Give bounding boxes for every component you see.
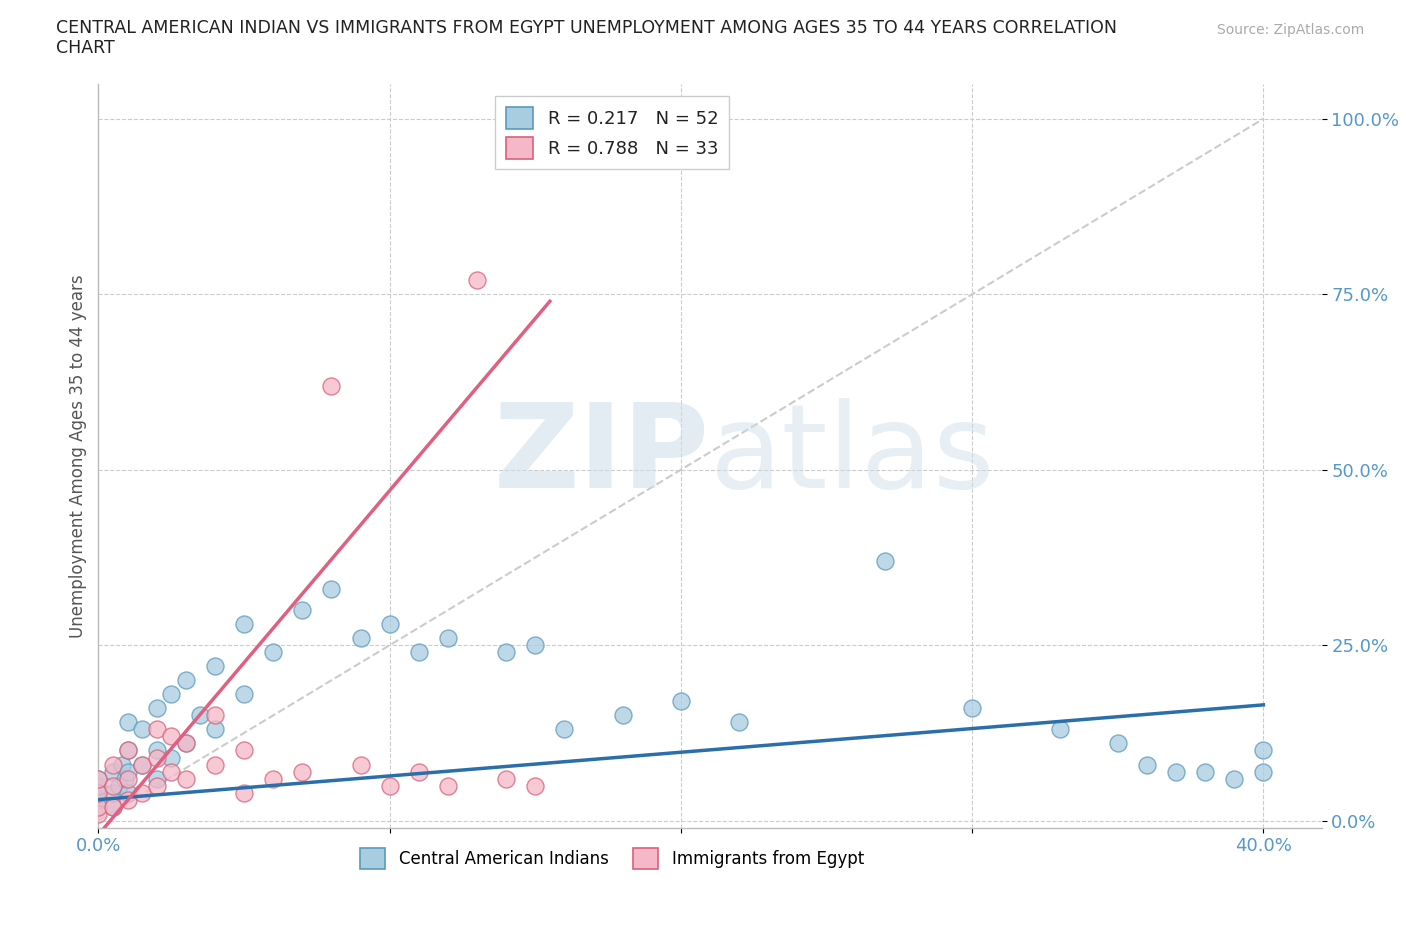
Point [378, 617, 401, 631]
Point [117, 715, 139, 730]
Point [131, 757, 153, 772]
Point [204, 757, 226, 772]
Point [87, 792, 110, 807]
Point [114, 771, 136, 786]
Point [101, 785, 124, 800]
Point [111, 757, 134, 772]
Point [160, 729, 183, 744]
Point [1136, 757, 1159, 772]
Point [524, 638, 547, 653]
Point [1107, 736, 1129, 751]
Point [101, 799, 124, 814]
Point [131, 722, 153, 737]
Point [145, 743, 167, 758]
Point [321, 379, 343, 393]
Point [145, 771, 167, 786]
Text: Source: ZipAtlas.com: Source: ZipAtlas.com [1216, 23, 1364, 37]
Point [145, 751, 167, 765]
Point [204, 708, 226, 723]
Point [233, 617, 256, 631]
Point [378, 778, 401, 793]
Point [117, 743, 139, 758]
Point [117, 792, 139, 807]
Point [174, 771, 197, 786]
Point [524, 778, 547, 793]
Point [233, 687, 256, 702]
Point [291, 764, 314, 779]
Text: atlas: atlas [710, 398, 995, 513]
Point [101, 799, 124, 814]
Point [188, 708, 212, 723]
Point [131, 757, 153, 772]
Point [465, 272, 488, 287]
Point [117, 771, 139, 786]
Point [101, 764, 124, 779]
Point [233, 785, 256, 800]
Point [669, 694, 692, 709]
Point [131, 785, 153, 800]
Point [87, 785, 110, 800]
Point [87, 799, 110, 814]
Text: CHART: CHART [56, 39, 115, 57]
Point [291, 603, 314, 618]
Point [204, 658, 226, 673]
Point [437, 778, 460, 793]
Point [1223, 771, 1246, 786]
Point [553, 722, 575, 737]
Point [612, 708, 634, 723]
Text: CENTRAL AMERICAN INDIAN VS IMMIGRANTS FROM EGYPT UNEMPLOYMENT AMONG AGES 35 TO 4: CENTRAL AMERICAN INDIAN VS IMMIGRANTS FR… [56, 19, 1118, 36]
Point [87, 771, 110, 786]
Point [145, 722, 167, 737]
Point [174, 736, 197, 751]
Point [87, 799, 110, 814]
Text: ZIP: ZIP [494, 398, 710, 513]
Point [204, 722, 226, 737]
Point [960, 701, 983, 716]
Point [160, 764, 183, 779]
Point [87, 806, 110, 821]
Point [1049, 722, 1071, 737]
Point [87, 785, 110, 800]
Point [117, 743, 139, 758]
Point [437, 631, 460, 645]
Point [1253, 764, 1275, 779]
Point [349, 631, 371, 645]
Y-axis label: Unemployment Among Ages 35 to 44 years: Unemployment Among Ages 35 to 44 years [69, 274, 87, 637]
Point [101, 778, 124, 793]
Point [145, 701, 167, 716]
Point [160, 687, 183, 702]
Point [1164, 764, 1187, 779]
Point [262, 771, 284, 786]
Point [262, 644, 284, 659]
Point [873, 553, 896, 568]
Point [728, 715, 751, 730]
Point [408, 764, 430, 779]
Point [101, 757, 124, 772]
Point [108, 778, 131, 793]
Point [87, 778, 110, 793]
Point [321, 581, 343, 596]
Point [117, 764, 139, 779]
Point [408, 644, 430, 659]
Point [1194, 764, 1216, 779]
Point [87, 771, 110, 786]
Point [174, 736, 197, 751]
Point [349, 757, 371, 772]
Point [233, 743, 256, 758]
Point [1253, 743, 1275, 758]
Point [495, 644, 517, 659]
Legend: Central American Indians, Immigrants from Egypt: Central American Indians, Immigrants fro… [354, 842, 870, 875]
Point [160, 751, 183, 765]
Point [495, 771, 517, 786]
Point [117, 785, 139, 800]
Point [174, 673, 197, 688]
Point [145, 778, 167, 793]
